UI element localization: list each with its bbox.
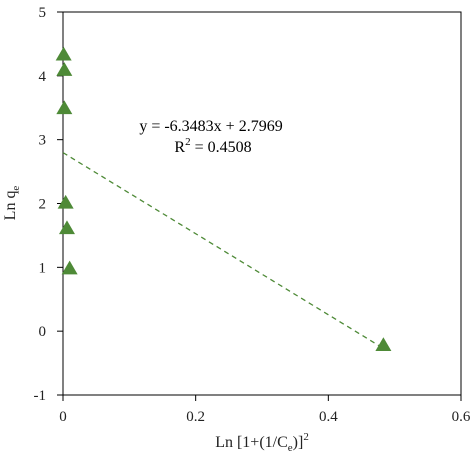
y-axis-title: Ln qe	[2, 186, 22, 221]
x-axis-title-tail: )]	[293, 434, 304, 451]
r-squared-label: R2 = 0.4508	[174, 136, 251, 156]
x-tick-label: 0.4	[319, 409, 338, 425]
x-axis-title-subscript: e	[288, 442, 293, 454]
x-tick-label: 0.2	[186, 409, 205, 425]
y-axis-title-subscript: e	[10, 186, 22, 191]
y-tick-label: 1	[39, 260, 47, 276]
r-squared-prefix: R	[174, 139, 185, 156]
data-point-triangle	[58, 220, 75, 235]
x-axis-title: Ln [1+(1/Ce)]2	[215, 431, 309, 454]
y-tick-label: 2	[39, 197, 47, 213]
r-squared-value: = 0.4508	[191, 139, 252, 156]
data-points	[55, 46, 392, 351]
y-tick-label: -1	[34, 388, 47, 404]
y-tick-label: 0	[39, 324, 47, 340]
data-point-triangle	[55, 46, 72, 61]
y-axis-ticks: -1 0 1 2 3 4 5	[34, 5, 63, 404]
data-point-triangle	[57, 194, 74, 209]
x-axis-ticks: 0 0.2 0.4 0.6	[59, 395, 471, 425]
x-axis-title-main: Ln [1+(1/C	[215, 434, 288, 451]
y-axis-title-main: Ln q	[2, 191, 19, 221]
x-tick-label: 0	[59, 409, 67, 425]
y-tick-label: 4	[39, 69, 47, 85]
r-squared-superscript: 2	[185, 136, 191, 148]
plot-area	[62, 11, 462, 396]
y-tick-label: 3	[39, 133, 47, 149]
data-point-triangle	[61, 260, 78, 275]
x-tick-label: 0.6	[452, 409, 471, 425]
x-axis-title-superscript: 2	[303, 431, 309, 443]
data-point-triangle	[375, 337, 392, 351]
y-tick-label: 5	[39, 5, 47, 21]
data-point-triangle	[56, 100, 73, 115]
data-point-triangle	[56, 62, 73, 76]
trendline-equation: y = -6.3483x + 2.7969	[139, 118, 282, 135]
